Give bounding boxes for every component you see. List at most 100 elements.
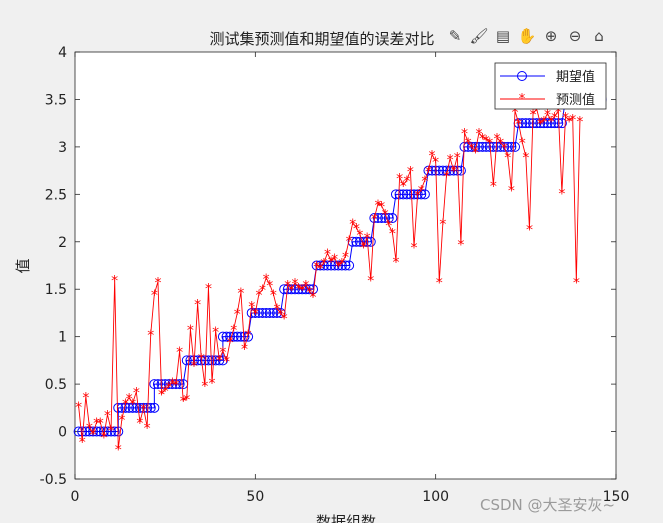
predicted-point: *	[90, 427, 97, 443]
predicted-point: *	[115, 443, 122, 459]
predicted-point: *	[118, 413, 125, 429]
predicted-point: *	[162, 384, 169, 400]
predicted-point: *	[346, 234, 353, 250]
predicted-point: *	[299, 283, 306, 299]
predicted-point: *	[306, 285, 313, 301]
predicted-point: *	[454, 150, 461, 166]
brush-icon[interactable]: 🖌	[469, 27, 489, 45]
predicted-point: *	[194, 297, 201, 313]
expected-point	[167, 379, 178, 390]
predicted-point: *	[512, 105, 519, 121]
expected-point	[409, 189, 420, 200]
edit-icon[interactable]: ✎	[448, 27, 462, 45]
expected-point	[520, 118, 531, 129]
predicted-point: *	[82, 390, 89, 406]
expected-point	[221, 331, 232, 342]
predicted-point: *	[169, 376, 176, 392]
predicted-point: *	[558, 186, 565, 202]
predicted-point: *	[227, 335, 234, 351]
predicted-point: *	[519, 136, 526, 152]
predicted-point: *	[555, 105, 562, 121]
predicted-point: *	[338, 257, 345, 273]
predicted-point: *	[418, 184, 425, 200]
legend[interactable]: 期望值 * 预测值	[494, 62, 607, 110]
predicted-point: *	[490, 179, 497, 195]
predicted-point: *	[295, 281, 302, 297]
predicted-point: *	[270, 288, 277, 304]
expected-point	[315, 260, 326, 271]
expected-point	[261, 307, 272, 318]
predicted-point: *	[154, 276, 161, 292]
expected-point	[163, 379, 174, 390]
expected-point	[131, 402, 142, 413]
predicted-point: *	[465, 136, 472, 152]
predicted-point: *	[147, 328, 154, 344]
predicted-point: *	[180, 394, 187, 410]
predicted-point: *	[576, 114, 583, 130]
home-icon[interactable]: ⌂	[594, 27, 604, 45]
expected-point	[253, 307, 264, 318]
predicted-point: *	[411, 241, 418, 257]
predicted-point: *	[468, 141, 475, 157]
predicted-point: *	[425, 165, 432, 181]
predicted-point: *	[320, 257, 327, 273]
y-tick-label: 2	[58, 235, 67, 251]
expected-point	[546, 118, 557, 129]
expected-point	[152, 379, 163, 390]
figure-toolbar	[0, 0, 663, 8]
predicted-point: *	[392, 255, 399, 271]
predicted-point: *	[183, 392, 190, 408]
predicted-point: *	[281, 312, 288, 328]
expected-point	[297, 284, 308, 295]
x-tick-label: 50	[246, 489, 264, 505]
predicted-point: *	[421, 174, 428, 190]
predicted-point: *	[252, 307, 259, 323]
predicted-point: *	[191, 359, 198, 375]
expected-point	[538, 118, 549, 129]
predicted-point: *	[234, 307, 241, 323]
expected-point	[387, 213, 398, 224]
expected-point	[170, 379, 181, 390]
legend-marker-expected	[517, 71, 527, 81]
predicted-point: *	[129, 397, 136, 413]
predicted-point: *	[400, 179, 407, 195]
expected-point	[113, 402, 124, 413]
predicted-point: *	[472, 146, 479, 162]
expected-point	[232, 331, 243, 342]
expected-point	[88, 426, 99, 437]
predicted-point: *	[144, 421, 151, 437]
zoom-out-icon[interactable]: ⊖	[568, 27, 582, 45]
predicted-point: *	[548, 114, 555, 130]
predicted-point: *	[501, 141, 508, 157]
expected-point	[181, 355, 192, 366]
predicted-point: *	[126, 391, 133, 407]
pan-icon[interactable]: ✋	[517, 27, 537, 45]
expected-point	[333, 260, 344, 271]
expected-point	[542, 118, 553, 129]
expected-point	[336, 260, 347, 271]
predicted-point: *	[335, 260, 342, 276]
x-tick-label: 0	[71, 489, 80, 505]
expected-point	[524, 118, 535, 129]
x-axis-label: 数据组数	[316, 513, 376, 523]
expected-point	[455, 165, 466, 176]
predicted-point: *	[288, 283, 295, 299]
predicted-point: *	[216, 353, 223, 369]
expected-point	[293, 284, 304, 295]
predicted-point: *	[353, 222, 360, 238]
expected-point	[340, 260, 351, 271]
expected-point	[207, 355, 218, 366]
expected-point	[556, 118, 567, 129]
expected-point	[217, 331, 228, 342]
predicted-point: *	[237, 286, 244, 302]
expected-point	[510, 141, 521, 152]
predicted-point: *	[93, 416, 100, 432]
predicted-point: *	[436, 276, 443, 292]
zoom-in-icon[interactable]: ⊕	[544, 27, 558, 45]
data-tips-icon[interactable]: ▤	[495, 27, 511, 45]
predicted-point: *	[201, 379, 208, 395]
predicted-point: *	[382, 207, 389, 223]
predicted-point: *	[414, 188, 421, 204]
legend-marker-predicted: *	[519, 92, 526, 107]
predicted-point: *	[396, 171, 403, 187]
